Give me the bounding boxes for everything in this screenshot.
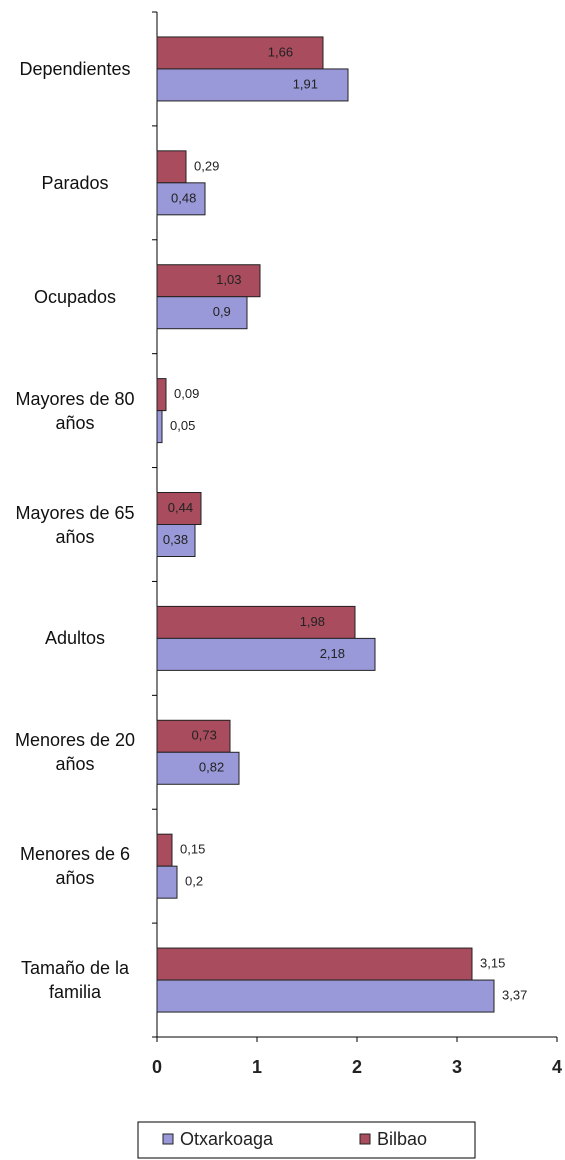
value-label: 0,09 <box>174 386 199 401</box>
value-label: 0,29 <box>194 158 219 173</box>
bar <box>156 150 187 184</box>
category-label: Adultos <box>44 628 106 649</box>
bar <box>156 524 196 557</box>
bar <box>156 979 495 1013</box>
value-label: 0,15 <box>180 842 205 857</box>
value-label: 0,73 <box>192 728 217 743</box>
bar <box>156 378 167 412</box>
bar <box>156 264 261 298</box>
bar <box>156 719 231 753</box>
bar <box>156 296 248 330</box>
legend-swatch <box>162 1133 174 1145</box>
value-label: 1,03 <box>216 272 241 287</box>
x-tick-label: 2 <box>352 1057 362 1077</box>
legend-label: Bilbao <box>377 1129 427 1149</box>
value-label: 0,2 <box>185 874 203 889</box>
category-label: Ocupados <box>33 286 117 307</box>
x-tick-label: 4 <box>552 1057 562 1077</box>
value-label: 3,15 <box>480 955 505 970</box>
bar <box>156 36 324 70</box>
value-label: 0,44 <box>168 500 193 515</box>
value-label: 1,98 <box>300 614 325 629</box>
bar <box>156 605 356 639</box>
value-label: 0,48 <box>171 190 196 205</box>
bar <box>156 637 376 671</box>
value-label: 0,82 <box>199 760 224 775</box>
category-label: Menores de 6 años <box>19 844 131 889</box>
bar <box>156 410 163 444</box>
bar <box>156 68 349 102</box>
value-label: 0,38 <box>163 532 188 547</box>
value-label: 2,18 <box>320 646 345 661</box>
x-tick-label: 1 <box>252 1057 262 1077</box>
bar <box>156 833 173 867</box>
legend-swatch <box>359 1133 371 1145</box>
x-tick-label: 0 <box>152 1057 162 1077</box>
category-label: Parados <box>41 172 109 193</box>
category-label: Mayores de 80 años <box>15 388 135 433</box>
bar <box>156 492 202 525</box>
value-label: 3,37 <box>502 987 527 1002</box>
value-label: 0,05 <box>170 418 195 433</box>
value-label: 1,66 <box>268 44 293 59</box>
bar <box>156 182 206 216</box>
bar <box>156 865 178 899</box>
value-label: 0,9 <box>213 304 231 319</box>
legend-box <box>137 1121 476 1159</box>
category-label: Menores de 20 años <box>14 730 136 775</box>
category-label: Tamaño de la familia <box>20 958 130 1003</box>
category-label: Mayores de 65 años <box>15 502 135 547</box>
x-tick-label: 3 <box>452 1057 462 1077</box>
legend-label: Otxarkoaga <box>180 1129 274 1149</box>
bar <box>156 751 240 785</box>
category-label: Dependientes <box>19 58 131 79</box>
bar <box>156 947 473 981</box>
value-label: 1,91 <box>293 76 318 91</box>
